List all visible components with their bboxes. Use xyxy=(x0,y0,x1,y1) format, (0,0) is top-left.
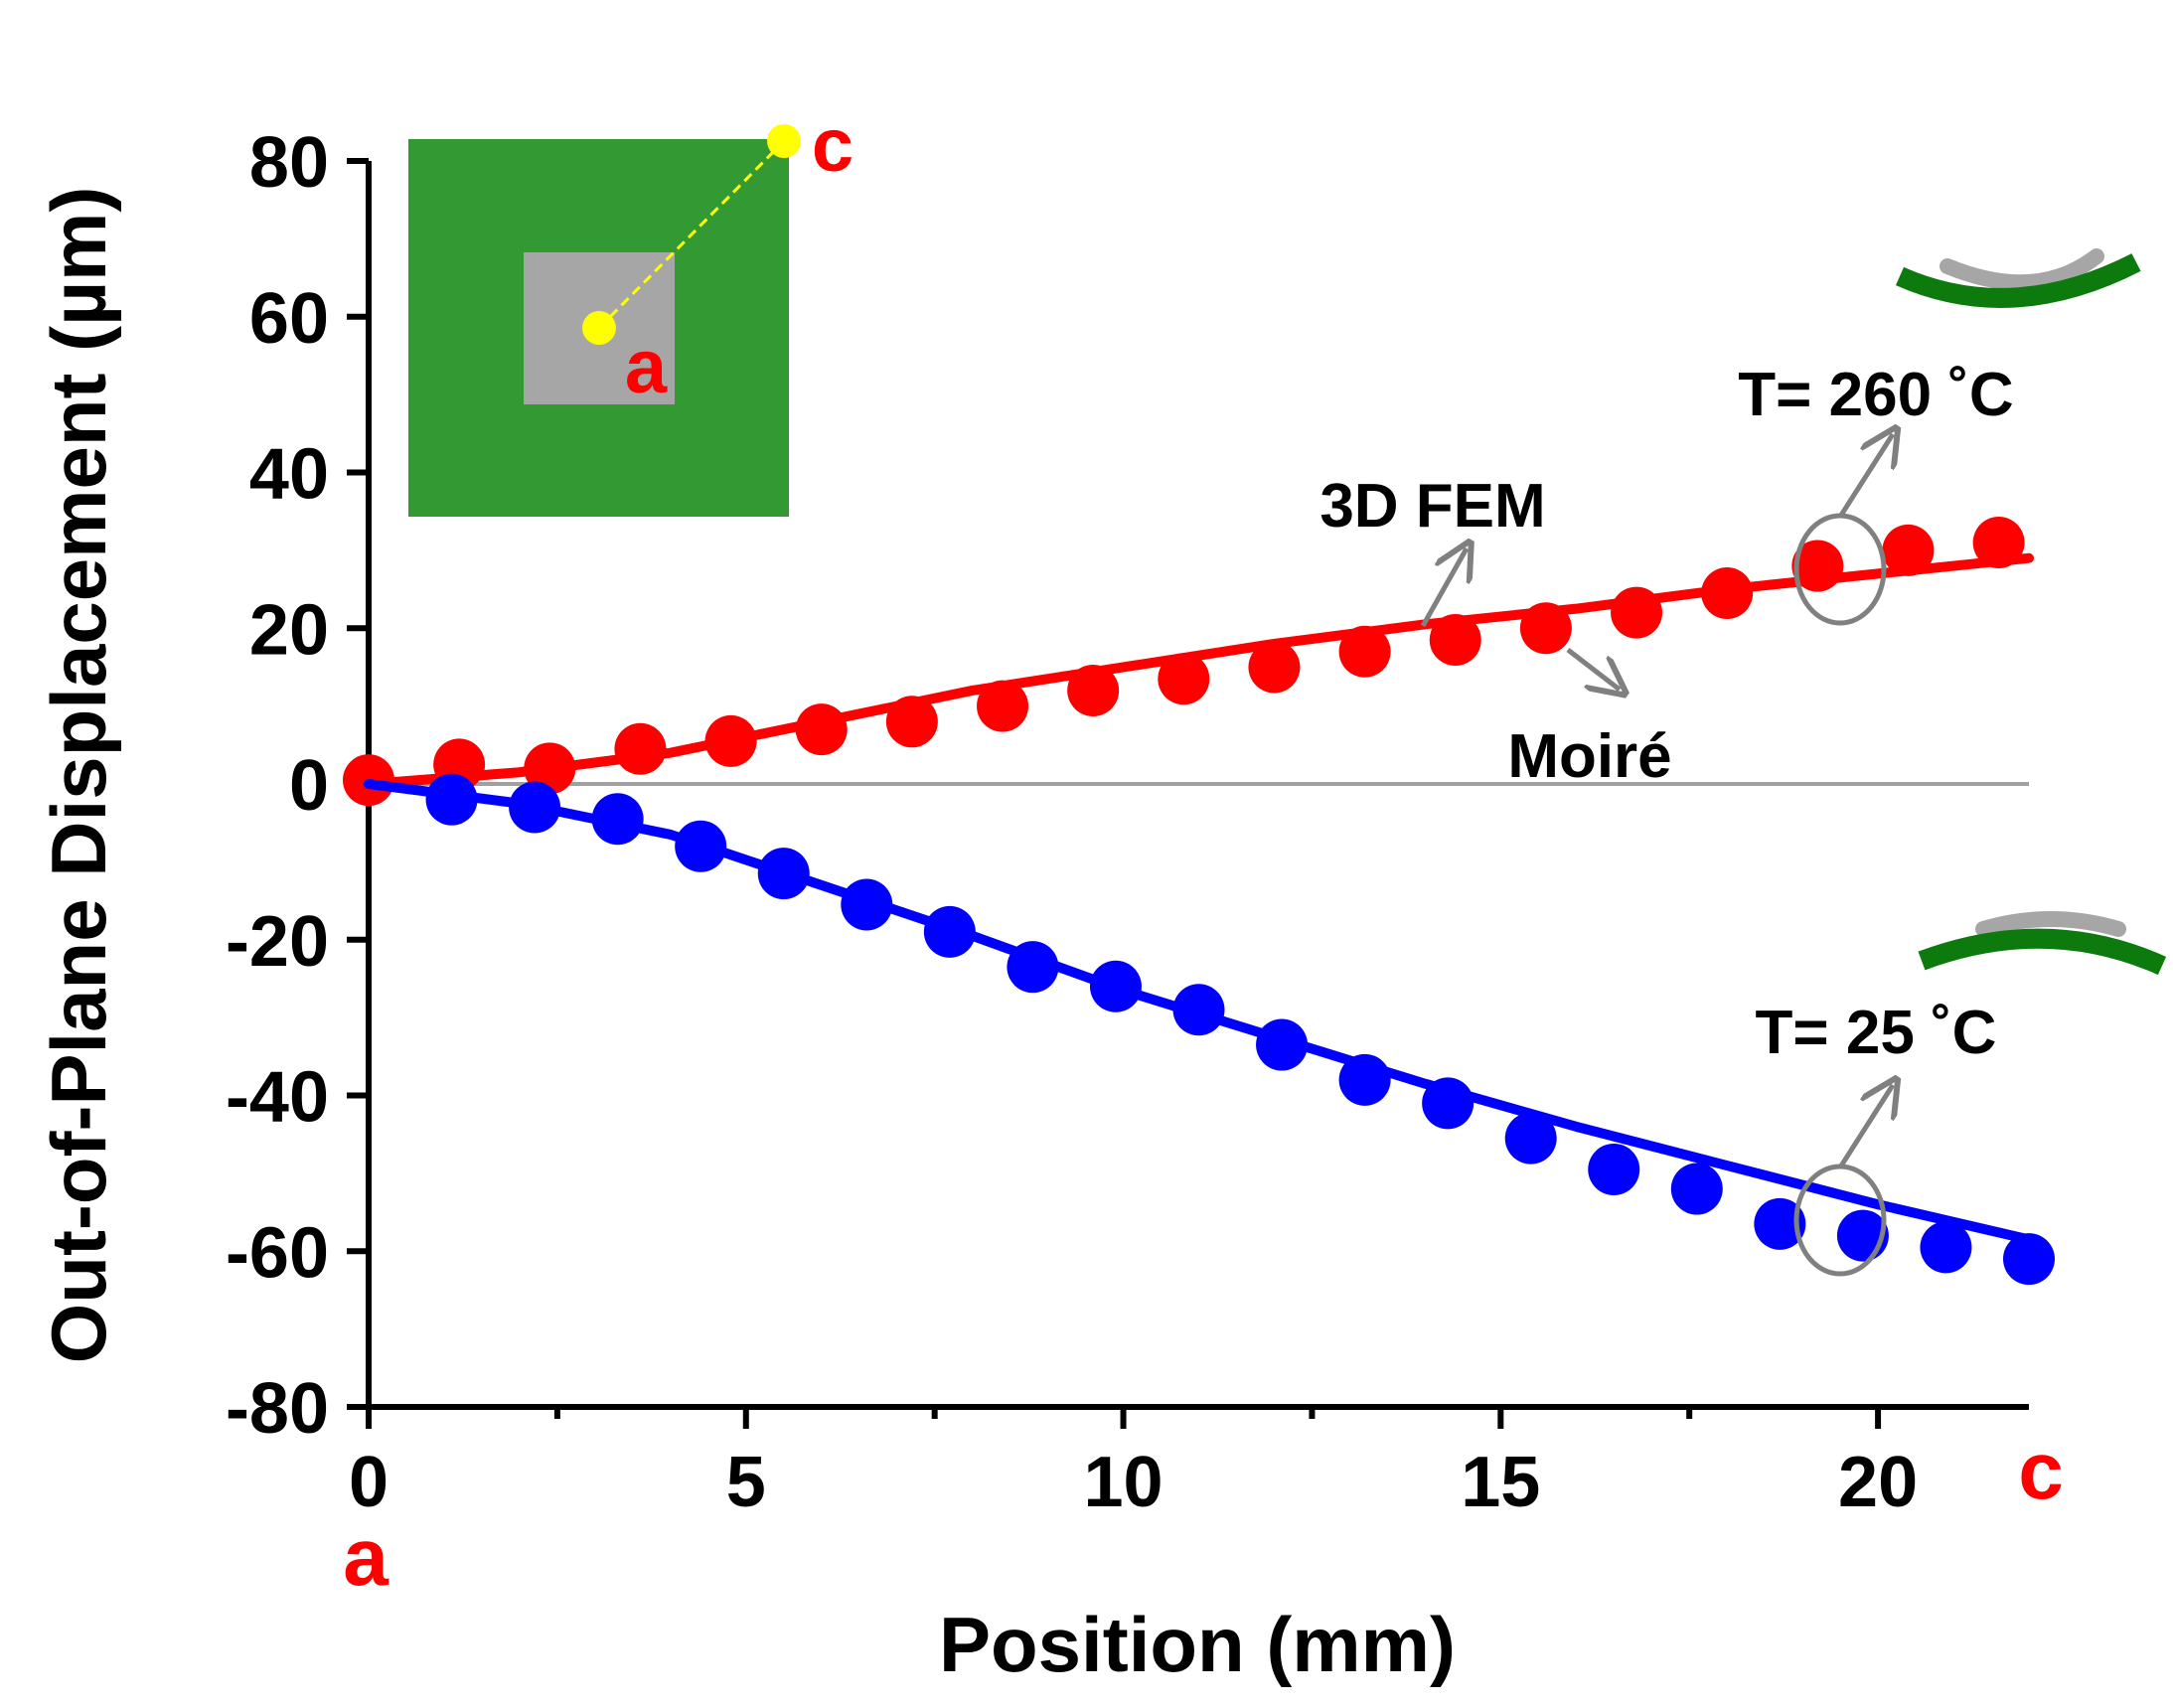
x-tick-label: 15 xyxy=(1461,1443,1540,1522)
y-tick-label: 20 xyxy=(249,590,329,670)
inset-label-a: a xyxy=(625,325,668,409)
series-1 xyxy=(364,552,2034,789)
y-tick-label: -20 xyxy=(226,902,329,982)
y-tick-label: 0 xyxy=(289,746,329,826)
fem-line xyxy=(364,552,2034,789)
t-high-label: T= 260 ˚C xyxy=(1738,361,2013,429)
moire-point xyxy=(1882,524,1935,576)
y-tick-label: 40 xyxy=(249,435,329,515)
warp-icon-frown xyxy=(1918,911,2167,976)
y-tick-label: -80 xyxy=(226,1369,329,1449)
moire-point xyxy=(1670,1163,1723,1215)
x-ticks: 0 5 10 15 20 xyxy=(349,1407,1918,1522)
moire-point xyxy=(1588,1143,1640,1195)
moire-arrow xyxy=(1566,648,1620,690)
x-start-label: a xyxy=(343,1512,389,1603)
moire-point xyxy=(2003,1233,2055,1286)
x-tick-label: 20 xyxy=(1838,1443,1918,1522)
inset-diagram: a c xyxy=(408,103,854,517)
callout-25: T= 25 ˚C xyxy=(1756,999,1997,1277)
warp-icon-smile xyxy=(1895,248,2141,308)
fem-label: 3D FEM xyxy=(1319,472,1545,541)
x-tick-label: 5 xyxy=(726,1443,766,1522)
moire-point xyxy=(1158,653,1210,705)
y-tick-label: -60 xyxy=(226,1213,329,1293)
x-end-label: c xyxy=(2018,1426,2064,1516)
y-tick-label: -40 xyxy=(226,1058,329,1138)
callout-260: T= 260 ˚C xyxy=(1738,361,2014,626)
series-layer xyxy=(343,517,2055,1286)
inset-diagonal-line xyxy=(597,139,786,330)
moire-point xyxy=(614,722,667,775)
warp-chip-frown xyxy=(1975,911,2126,937)
fem-line xyxy=(364,779,2034,1245)
t-low-label: T= 25 ˚C xyxy=(1756,999,1997,1067)
moire-point xyxy=(1920,1221,1972,1274)
y-ticks: 80 60 40 20 0 -20 -40 -60 -80 xyxy=(226,123,369,1449)
inset-point-a xyxy=(582,311,616,345)
moire-point xyxy=(1504,1112,1557,1165)
moire-label: Moiré xyxy=(1507,722,1671,791)
moire-point xyxy=(977,680,1029,732)
fem-arrow xyxy=(1420,548,1467,628)
y-tick-label: 60 xyxy=(249,279,329,359)
x-tick-label: 0 xyxy=(349,1443,388,1522)
moire-point xyxy=(1754,1197,1806,1250)
warp-board-smile xyxy=(1895,253,2141,308)
warp-chip-smile xyxy=(1940,248,2104,291)
series-3 xyxy=(364,779,2034,1245)
inset-label-c: c xyxy=(812,103,854,188)
inset-point-c xyxy=(767,124,801,158)
callout-arrow-25 xyxy=(1837,1085,1893,1169)
moire-point xyxy=(1248,641,1301,694)
callout-arrow-260 xyxy=(1837,434,1893,519)
y-axis-title: Out-of-Plane Displacement (µm) xyxy=(35,187,122,1364)
warp-board-frown xyxy=(1918,928,2167,976)
fem-callout: 3D FEM xyxy=(1319,472,1546,628)
y-tick-label: 80 xyxy=(249,123,329,203)
x-axis-title: Position (mm) xyxy=(939,1601,1456,1688)
moire-callout: Moiré xyxy=(1507,648,1672,791)
x-tick-label: 10 xyxy=(1083,1443,1163,1522)
